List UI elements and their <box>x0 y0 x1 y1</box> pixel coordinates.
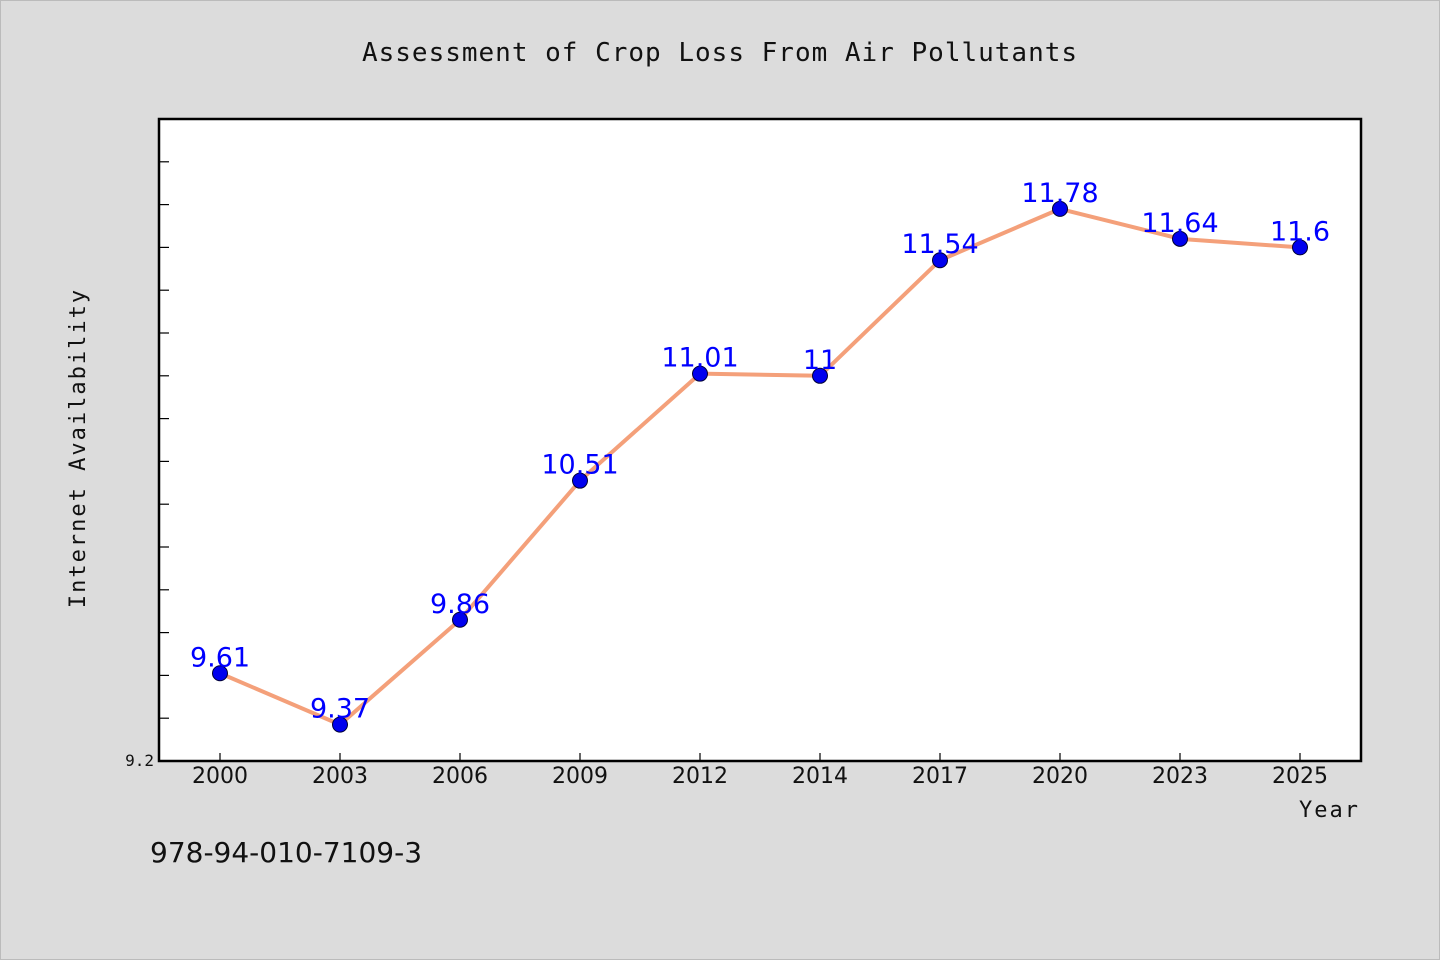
plot-area <box>157 117 1363 763</box>
data-label: 9.37 <box>310 694 370 725</box>
data-label: 11.6 <box>1270 216 1330 247</box>
series-line <box>219 206 1301 727</box>
data-point <box>812 367 828 384</box>
footer-isbn: 978-94-010-7109-3 <box>150 836 422 869</box>
x-tick-label: 2023 <box>1152 764 1208 789</box>
data-label: 11.01 <box>661 343 738 374</box>
x-tick-label: 2012 <box>672 764 728 789</box>
x-tick-label: 2009 <box>552 764 608 789</box>
data-label: 10.51 <box>541 450 618 481</box>
data-point <box>212 665 228 682</box>
x-axis-label: Year <box>1299 798 1360 823</box>
x-tick-label: 2003 <box>312 764 368 789</box>
data-markers <box>212 200 1308 733</box>
x-tick-label: 2017 <box>912 764 968 789</box>
data-label: 11.64 <box>1141 208 1218 239</box>
data-point <box>332 716 348 733</box>
x-tick-label: 2006 <box>432 764 488 789</box>
data-label: 9.61 <box>190 642 250 673</box>
data-label: 11.54 <box>901 229 978 260</box>
data-point <box>692 365 708 382</box>
x-axis-ticks: 2000 2003 2006 2009 2012 2014 2017 2020 2023 2025 <box>192 753 1328 789</box>
data-labels: 9.61 9.37 9.86 10.51 11.01 11 11.54 11.78 11.64 1… <box>190 178 1330 725</box>
data-point <box>1052 200 1068 217</box>
data-point <box>1292 239 1308 256</box>
y-axis-ticks: 9.2 <box>125 118 169 770</box>
x-tick-label: 2014 <box>792 764 848 789</box>
y-axis-label: Internet Availability <box>66 288 91 608</box>
data-point <box>452 611 468 628</box>
x-tick-label: 2025 <box>1272 764 1328 789</box>
x-tick-label: 2000 <box>192 764 248 789</box>
data-label: 11.78 <box>1021 178 1098 209</box>
x-tick-label: 2020 <box>1032 764 1088 789</box>
data-label: 11 <box>803 345 837 376</box>
chart-title: Assessment of Crop Loss From Air Polluta… <box>362 38 1078 68</box>
y-tick-label: 9.2 <box>125 751 154 770</box>
data-point <box>932 252 948 269</box>
data-point <box>1172 230 1188 247</box>
data-point <box>572 472 588 489</box>
data-label: 9.86 <box>430 589 490 620</box>
